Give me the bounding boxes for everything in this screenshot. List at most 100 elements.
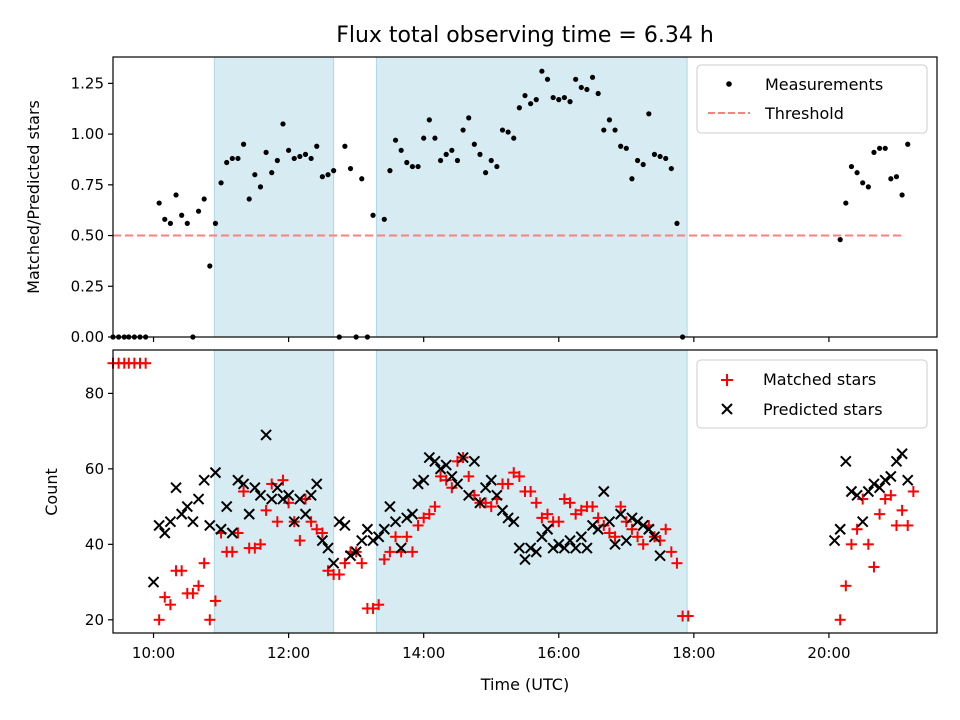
x-tick-label: 20:00 — [807, 644, 850, 662]
predicted-star-point — [361, 523, 374, 535]
predicted-star-point — [840, 455, 852, 468]
matched-star-point — [525, 486, 537, 497]
predicted-star-point — [423, 451, 436, 464]
measurement-point — [466, 115, 472, 121]
measurement-point — [308, 155, 314, 162]
predicted-star-point — [547, 542, 559, 554]
predicted-star-point — [896, 448, 908, 460]
measurement-point — [421, 135, 427, 141]
matched-star-point — [868, 561, 880, 573]
matched-star-point — [564, 497, 576, 509]
matched-star-point — [660, 523, 672, 535]
bottom-y-ticks: 20 40 60 80 — [85, 384, 113, 629]
matched-star-point — [316, 527, 328, 539]
predicted-star-point — [463, 489, 475, 501]
predicted-star-point — [372, 531, 385, 543]
measurement-point — [240, 141, 247, 147]
measurement-point — [567, 99, 573, 105]
matched-star-point — [193, 580, 205, 592]
predicted-star-point — [237, 478, 250, 490]
measurement-point — [207, 263, 213, 269]
matched-star-point — [603, 527, 615, 539]
measurement-point — [860, 180, 866, 186]
measurement-point — [544, 76, 551, 82]
predicted-star-point — [384, 500, 396, 513]
matched-star-point — [159, 591, 171, 603]
matched-star-point — [390, 531, 402, 543]
measurement-point — [224, 159, 230, 166]
predicted-star-point — [451, 478, 464, 490]
measurement-point — [331, 168, 337, 174]
legend-threshold-label: Threshold — [764, 104, 844, 123]
predicted-star-point — [277, 493, 289, 505]
predicted-star-point — [519, 553, 531, 566]
predicted-star-point — [406, 508, 419, 520]
matched-star-point — [446, 482, 458, 494]
measurement-point — [533, 97, 539, 103]
predicted-star-point — [862, 485, 875, 498]
matched-star-point — [907, 486, 919, 497]
measurements-series — [110, 68, 911, 340]
predicted-star-point — [249, 482, 261, 494]
top-y-ticks: 0.00 0.25 0.50 0.75 1.00 1.25 — [71, 74, 113, 346]
measurement-point — [409, 163, 416, 170]
measurement-point — [173, 192, 179, 198]
predicted-star-point — [282, 489, 295, 501]
predicted-star-point — [204, 519, 216, 532]
predicted-star-point — [564, 534, 576, 547]
measurement-point — [550, 94, 556, 101]
matched-star-point — [260, 504, 272, 516]
predicted-star-point — [873, 482, 886, 494]
y-tick-label: 0.00 — [71, 328, 104, 346]
legend-measurements-label: Measurements — [765, 75, 883, 94]
top-panel-title: Flux total observing time = 6.34 h — [336, 23, 714, 48]
matched-star-point — [373, 599, 385, 611]
predicted-star-point — [389, 515, 402, 528]
predicted-star-point — [215, 523, 227, 535]
measurement-point — [229, 155, 235, 162]
measurement-point — [871, 149, 877, 155]
matched-star-point — [140, 357, 152, 369]
predicted-star-point — [170, 482, 182, 494]
matched-star-point — [232, 527, 244, 539]
measurement-point — [899, 192, 905, 198]
measurement-point — [893, 174, 900, 180]
predicted-stars-series — [147, 429, 914, 588]
matched-star-point — [153, 614, 165, 626]
predicted-star-point — [356, 534, 368, 547]
predicted-star-point — [232, 474, 244, 486]
matched-star-point — [367, 602, 379, 614]
matched-star-point — [857, 493, 869, 505]
predicted-star-point — [333, 515, 345, 528]
predicted-star-point — [851, 489, 863, 501]
predicted-star-point — [367, 534, 379, 547]
bottom-panel-frame — [112, 349, 938, 634]
matched-star-point — [468, 489, 480, 501]
measurement-point — [156, 200, 162, 206]
measurement-point — [668, 165, 674, 172]
predicted-star-point — [828, 534, 841, 547]
matched-star-point — [249, 542, 261, 554]
matched-star-point — [198, 557, 210, 569]
predicted-star-point — [401, 512, 413, 524]
measurement-point — [854, 170, 860, 176]
matched-star-point — [283, 497, 295, 509]
matched-star-point — [305, 516, 317, 528]
measurement-point — [471, 141, 477, 147]
predicted-star-point — [434, 463, 447, 475]
predicted-star-point — [187, 515, 199, 528]
matched-star-point — [508, 467, 520, 479]
measurement-point — [848, 163, 855, 170]
measurement-point — [314, 143, 320, 149]
predicted-star-point — [575, 531, 587, 543]
matched-star-point — [615, 501, 627, 513]
measurement-point — [297, 153, 303, 160]
matched-star-point — [637, 538, 649, 550]
matched-star-point — [513, 470, 525, 482]
matched-star-point — [902, 519, 914, 531]
measurement-point — [843, 200, 849, 206]
matched-star-point — [440, 474, 452, 486]
measurement-point — [578, 84, 584, 91]
matched-star-point — [333, 569, 345, 581]
predicted-star-point — [299, 508, 312, 520]
